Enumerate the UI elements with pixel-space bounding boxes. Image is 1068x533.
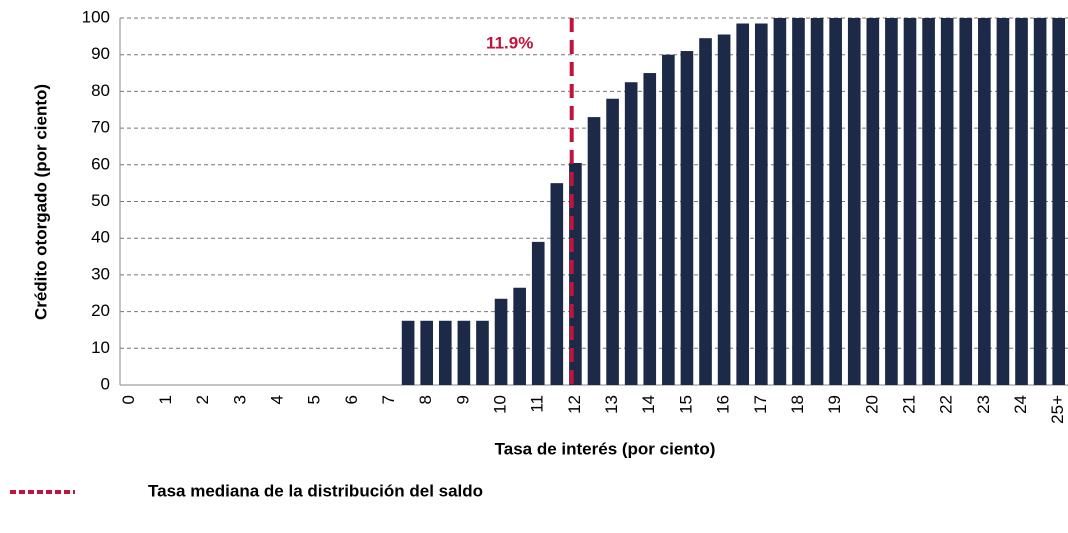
median-label: 11.9%: [486, 33, 533, 52]
bar: [662, 54, 675, 385]
bar: [736, 23, 750, 385]
bar: [1015, 18, 1028, 385]
x-tick-label: 19: [825, 395, 844, 414]
bar: [829, 18, 842, 385]
bar: [531, 241, 545, 385]
x-tick-label: 3: [230, 395, 249, 404]
bar: [438, 320, 452, 385]
x-tick-label: 20: [862, 395, 881, 414]
x-tick-label: 21: [899, 395, 918, 414]
bar: [624, 82, 638, 385]
x-tick-label: 24: [1011, 395, 1030, 414]
x-tick-label: 18: [788, 395, 807, 414]
x-tick-label: 9: [453, 395, 472, 404]
bar: [996, 18, 1010, 385]
x-tick-label: 14: [639, 395, 658, 414]
y-tick-label: 70: [91, 118, 110, 137]
bar: [847, 18, 861, 385]
x-tick-label: 22: [937, 395, 956, 414]
x-tick-label: 0: [119, 395, 138, 404]
x-tick-label: 25+: [1048, 395, 1067, 424]
y-tick-label: 30: [91, 264, 110, 283]
bar: [866, 18, 880, 385]
y-tick-label: 10: [91, 338, 110, 357]
x-tick-label: 10: [491, 395, 510, 414]
bar: [754, 23, 768, 385]
x-tick-label: 11: [528, 395, 547, 413]
y-tick-label: 60: [91, 154, 110, 173]
y-axis-title: Crédito otorgado (por ciento): [31, 84, 50, 320]
bar: [903, 18, 917, 385]
x-tick-label: 23: [974, 395, 993, 414]
bar: [717, 34, 731, 385]
bar: [885, 18, 898, 385]
x-tick-label: 16: [714, 395, 733, 414]
bar: [773, 18, 787, 385]
x-tick-label: 7: [379, 395, 398, 404]
y-tick-label: 100: [82, 7, 110, 26]
bar: [587, 117, 601, 385]
bar: [401, 320, 415, 385]
bar: [550, 183, 564, 385]
y-tick-label: 80: [91, 81, 110, 100]
x-tick-label: 1: [156, 395, 175, 404]
x-tick-label: 4: [267, 395, 286, 404]
x-tick-label: 13: [602, 395, 621, 414]
bar: [606, 98, 619, 386]
bar: [978, 18, 991, 385]
x-tick-label: 5: [305, 395, 324, 404]
bar: [476, 320, 489, 385]
y-tick-label: 20: [91, 301, 110, 320]
bar: [922, 18, 935, 385]
bar: [940, 18, 954, 385]
x-tick-label: 8: [416, 395, 435, 404]
bar: [513, 287, 526, 385]
x-tick-label: 15: [676, 395, 695, 414]
bar: [643, 73, 657, 386]
bar: [1052, 18, 1066, 385]
bar: [1033, 18, 1047, 385]
bar: [680, 51, 694, 385]
y-tick-label: 0: [101, 374, 110, 393]
bar: [792, 18, 805, 385]
y-tick-label: 90: [91, 44, 110, 63]
legend-label: Tasa mediana de la distribución del sald…: [148, 481, 483, 500]
bar: [420, 320, 434, 385]
x-tick-label: 6: [342, 395, 361, 404]
x-tick-label: 17: [751, 395, 770, 414]
x-tick-label: 12: [565, 395, 584, 414]
y-tick-label: 50: [91, 191, 110, 210]
y-tick-label: 40: [91, 228, 110, 247]
bar: [810, 18, 824, 385]
bar: [457, 320, 471, 385]
bar: [959, 18, 973, 385]
bar: [494, 298, 508, 385]
bar: [699, 38, 712, 386]
x-tick-label: 2: [193, 395, 212, 404]
x-axis-title: Tasa de interés (por ciento): [495, 439, 716, 458]
